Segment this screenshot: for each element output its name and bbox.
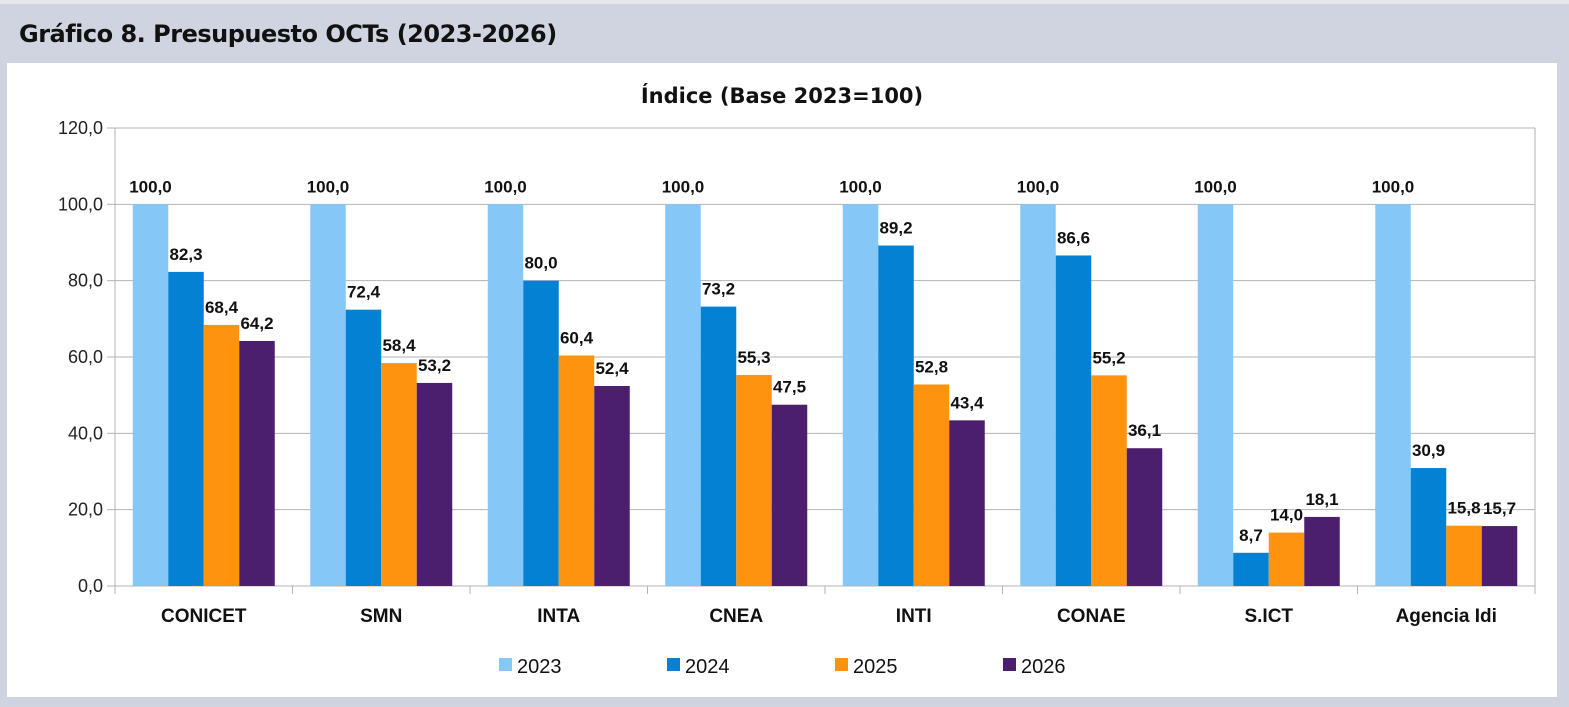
bar-2026-conicet — [239, 340, 275, 586]
data-label: 55,3 — [737, 348, 770, 367]
data-label: 100,0 — [1372, 177, 1415, 196]
legend-swatch-2023 — [499, 658, 512, 671]
bar-2023-inti — [842, 204, 879, 587]
bar-2023-inta — [487, 204, 524, 587]
data-label: 18,1 — [1305, 490, 1338, 509]
legend-swatch-2026 — [1003, 658, 1016, 671]
bar-2024-agencia-idi — [1410, 468, 1447, 586]
bar-2023-conae — [1020, 204, 1056, 587]
bar-2026-conae — [1126, 448, 1163, 586]
data-label: 100,0 — [839, 177, 882, 196]
bar-2025-smn — [381, 363, 417, 586]
bar-2025-conae — [1091, 375, 1127, 586]
data-label: 89,2 — [879, 219, 912, 238]
data-label: 36,1 — [1128, 421, 1161, 440]
top-strip — [0, 0, 1569, 4]
bar-2025-cnea — [736, 374, 772, 586]
axes: 0,0 20,0 40,0 60,0 80,0 100,0 120,0 CONICET SMN I… — [58, 118, 1536, 627]
y-tick-label: 80,0 — [68, 271, 103, 291]
bar-2024-inta — [523, 280, 559, 586]
legend: 2023 2024 2025 2026 — [499, 656, 1066, 678]
legend-label-2025: 2025 — [853, 656, 898, 678]
bar-2026-smn — [416, 382, 453, 586]
data-label: 53,2 — [418, 356, 451, 375]
bar-2025-inti — [913, 384, 950, 586]
chart-title: Índice (Base 2023=100) — [641, 83, 923, 108]
bar-2024-inti — [878, 245, 914, 586]
x-tick-label: INTA — [537, 606, 580, 627]
bars — [132, 204, 1518, 587]
data-label: 100,0 — [307, 177, 350, 196]
y-tick-label: 0,0 — [78, 576, 103, 596]
data-label: 15,8 — [1447, 499, 1480, 518]
x-tick-label: SMN — [360, 606, 402, 627]
data-labels: 100,0 82,3 68,464,2 100,0 72,4 58,453,2 100,0 8… — [129, 177, 1516, 544]
bar-2026-cnea — [771, 404, 808, 586]
x-tick-label: INTI — [896, 606, 932, 627]
bar-2023-cnea — [665, 204, 701, 587]
bar-2024-conae — [1055, 255, 1092, 586]
data-label: 52,8 — [915, 357, 948, 376]
data-label: 58,4 — [382, 336, 416, 355]
bar-2024-smn — [345, 309, 382, 586]
data-label: 72,4 — [347, 283, 381, 302]
bar-2026-s-ict — [1304, 516, 1340, 586]
bar-2024-s-ict — [1233, 552, 1269, 586]
bar-2023-conicet — [132, 204, 169, 587]
data-label: 60,4 — [560, 328, 594, 347]
bar-2024-conicet — [168, 271, 204, 586]
data-label: 100,0 — [1017, 177, 1060, 196]
data-label: 100,0 — [484, 177, 527, 196]
x-tick-label: CONICET — [161, 606, 247, 627]
x-tick-label: CONAE — [1057, 606, 1126, 627]
y-tick-label: 20,0 — [68, 500, 103, 520]
bar-2025-s-ict — [1268, 532, 1305, 586]
data-label: 14,0 — [1270, 506, 1303, 525]
bar-2025-conicet — [203, 324, 240, 586]
legend-swatch-2024 — [667, 658, 680, 671]
legend-label-2023: 2023 — [517, 656, 562, 678]
data-label: 55,2 — [1092, 348, 1125, 367]
data-label: 82,3 — [169, 245, 202, 264]
bar-2025-agencia-idi — [1446, 525, 1482, 586]
legend-swatch-2025 — [835, 658, 848, 671]
data-label: 47,5 — [773, 378, 806, 397]
data-label: 86,6 — [1057, 228, 1090, 247]
data-label: 15,7 — [1483, 499, 1516, 518]
legend-label-2026: 2026 — [1021, 656, 1066, 678]
data-label: 100,0 — [1194, 177, 1237, 196]
data-label: 68,4 — [205, 298, 239, 317]
data-label: 100,0 — [129, 177, 172, 196]
figure-title: Gráfico 8. Presupuesto OCTs (2023-2026) — [19, 20, 557, 48]
legend-label-2024: 2024 — [685, 656, 730, 678]
bar-2023-agencia-idi — [1375, 204, 1411, 587]
data-label: 64,2 — [240, 314, 273, 333]
bar-2023-smn — [310, 204, 346, 587]
x-tick-label: CNEA — [709, 606, 763, 627]
x-tick-label: Agencia Idi — [1396, 606, 1497, 627]
y-tick-label: 120,0 — [58, 118, 103, 138]
bar-2026-inta — [594, 386, 630, 586]
data-label: 43,4 — [950, 393, 984, 412]
y-tick-label: 100,0 — [58, 194, 103, 214]
x-tick-label: S.ICT — [1244, 606, 1293, 627]
bar-2026-agencia-idi — [1481, 526, 1518, 586]
y-tick-label: 40,0 — [68, 423, 103, 443]
data-label: 30,9 — [1412, 441, 1445, 460]
bar-2024-cnea — [700, 306, 737, 586]
bar-2025-inta — [558, 355, 595, 586]
data-label: 73,2 — [702, 280, 735, 299]
data-label: 8,7 — [1239, 526, 1263, 545]
bar-2026-inti — [949, 420, 985, 586]
bar-2023-s-ict — [1197, 204, 1234, 587]
data-label: 80,0 — [524, 254, 557, 273]
y-tick-label: 60,0 — [68, 347, 103, 367]
data-label: 100,0 — [662, 177, 705, 196]
data-label: 52,4 — [595, 359, 629, 378]
